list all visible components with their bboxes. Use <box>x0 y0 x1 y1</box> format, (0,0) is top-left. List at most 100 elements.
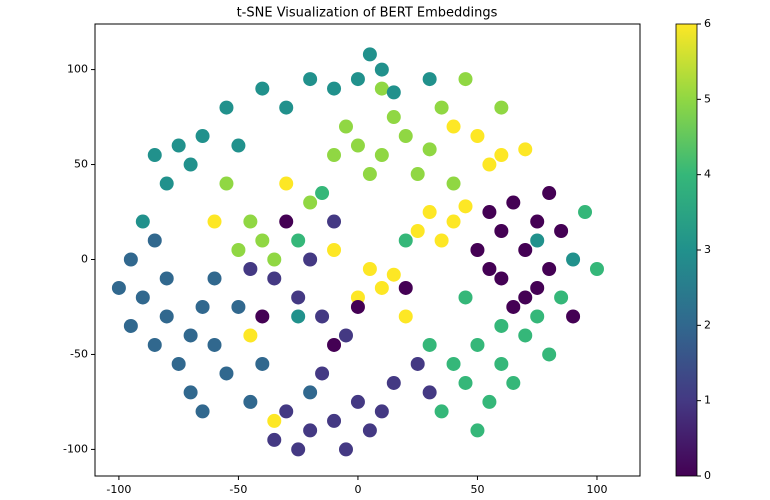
point <box>327 337 342 352</box>
point <box>291 442 306 457</box>
point <box>518 290 533 305</box>
point <box>470 129 485 144</box>
point <box>566 309 581 324</box>
point <box>494 356 509 371</box>
point <box>482 205 497 220</box>
point <box>231 243 246 257</box>
point <box>279 214 294 229</box>
point <box>386 85 401 100</box>
point <box>362 261 377 276</box>
point <box>446 176 461 191</box>
point <box>159 176 174 191</box>
colorbar-tick-label: 1 <box>704 394 711 407</box>
y-tick-label: 100 <box>67 63 88 76</box>
point <box>207 214 222 229</box>
point <box>327 243 342 257</box>
point <box>506 195 521 210</box>
point <box>111 280 126 295</box>
point <box>219 100 234 115</box>
point <box>470 243 485 257</box>
point <box>518 243 533 257</box>
point <box>542 347 557 362</box>
point <box>327 148 342 163</box>
point <box>315 186 330 201</box>
point <box>147 233 162 248</box>
point <box>147 337 162 352</box>
point <box>291 309 306 324</box>
point <box>207 337 222 352</box>
plot-area <box>111 47 604 457</box>
point <box>255 309 270 324</box>
point <box>374 81 389 96</box>
colorbar-tick-label: 0 <box>704 469 711 482</box>
point <box>195 299 210 314</box>
point <box>171 356 186 371</box>
point <box>135 214 150 229</box>
point <box>470 337 485 352</box>
point <box>279 100 294 115</box>
point <box>518 142 533 157</box>
point <box>231 138 246 153</box>
point <box>183 385 198 400</box>
point <box>279 176 294 191</box>
point <box>207 271 222 286</box>
point <box>303 195 318 210</box>
point <box>482 261 497 276</box>
point <box>255 233 270 248</box>
point <box>374 280 389 295</box>
point <box>183 328 198 343</box>
point <box>446 214 461 229</box>
x-tick-label: -100 <box>106 483 131 496</box>
point <box>530 309 545 324</box>
point <box>123 318 138 333</box>
point <box>589 261 604 276</box>
point <box>350 72 365 87</box>
point <box>303 252 318 267</box>
point <box>398 129 413 144</box>
point <box>123 252 138 267</box>
point <box>231 299 246 314</box>
point <box>554 224 569 239</box>
point <box>482 157 497 172</box>
point <box>446 356 461 371</box>
point <box>410 224 425 239</box>
point <box>243 214 258 229</box>
point <box>327 413 342 428</box>
point <box>327 214 342 229</box>
point <box>578 205 593 220</box>
point <box>530 233 545 248</box>
point <box>494 224 509 239</box>
point <box>303 385 318 400</box>
point <box>183 157 198 172</box>
point <box>159 271 174 286</box>
point <box>291 290 306 305</box>
point <box>303 72 318 87</box>
point <box>267 413 282 428</box>
point <box>303 423 318 438</box>
point <box>398 233 413 248</box>
point <box>147 148 162 163</box>
point <box>315 309 330 324</box>
point <box>458 72 473 87</box>
colorbar-tick-label: 3 <box>704 243 711 256</box>
point <box>506 375 521 390</box>
point <box>267 432 282 447</box>
point <box>494 271 509 286</box>
point <box>410 356 425 371</box>
point <box>458 290 473 305</box>
point <box>219 366 234 381</box>
point <box>350 138 365 153</box>
x-tick-label: -50 <box>229 483 247 496</box>
point <box>243 328 258 343</box>
point <box>422 385 437 400</box>
point <box>219 176 234 191</box>
point <box>195 129 210 144</box>
point <box>422 142 437 157</box>
point <box>386 375 401 390</box>
y-tick-label: 50 <box>74 158 88 171</box>
axes-frame <box>94 23 641 477</box>
point <box>279 404 294 419</box>
point <box>554 290 569 305</box>
point <box>458 199 473 214</box>
point <box>566 252 581 267</box>
